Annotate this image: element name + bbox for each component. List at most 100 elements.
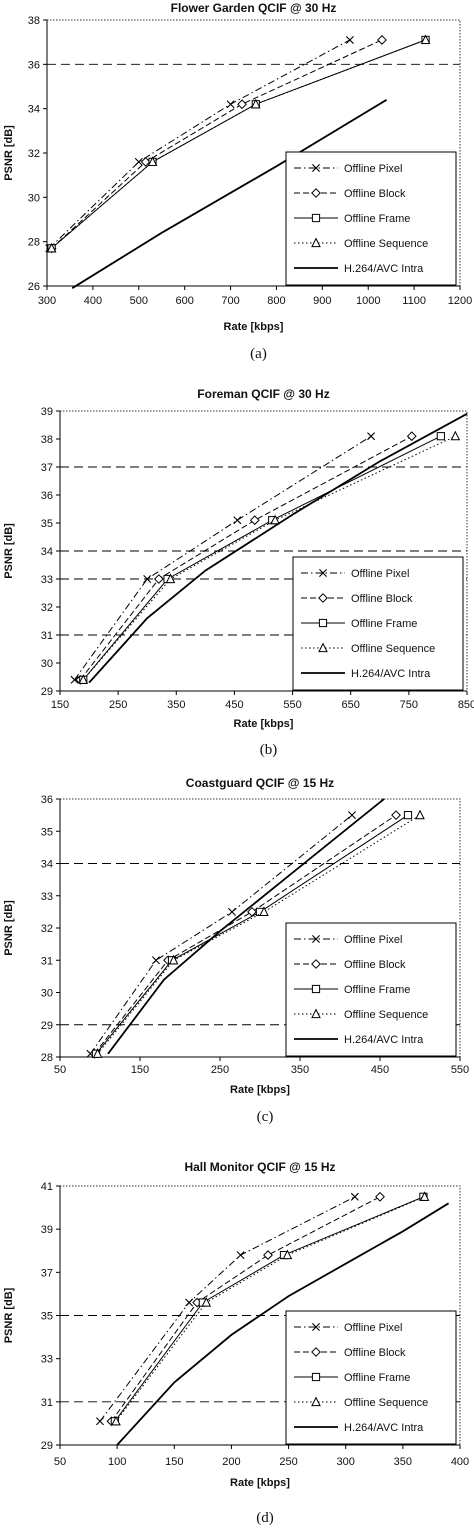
data-point-marker (226, 100, 235, 109)
y-tick-label: 29 (41, 1020, 53, 1032)
x-axis-label: Rate [kbps] (230, 1084, 290, 1096)
y-axis-label: PSNR [dB] (3, 1287, 15, 1343)
x-tick-label: 1100 (402, 295, 426, 307)
x-tick-label: 350 (291, 1064, 309, 1076)
y-tick-label: 38 (41, 434, 53, 446)
data-point-marker (375, 1191, 385, 1202)
data-point-marker (46, 242, 57, 253)
legend-entry-label: H.264/AVC Intra (344, 263, 424, 275)
data-point-marker (147, 156, 158, 166)
y-tick-label: 38 (28, 15, 40, 27)
series-line-1 (110, 1196, 381, 1422)
x-tick-label: 600 (175, 295, 193, 307)
y-tick-label: 37 (41, 1267, 53, 1279)
x-tick-label: 550 (283, 699, 301, 711)
data-point-marker (70, 675, 79, 684)
y-tick-label: 33 (41, 574, 53, 586)
y-tick-label: 39 (41, 406, 53, 418)
series-line-1 (51, 39, 383, 249)
x-tick-label: 200 (222, 1456, 240, 1468)
legend-marker (319, 569, 327, 577)
x-tick-label: 350 (394, 1456, 412, 1468)
chart-title: Hall Monitor QCIF @ 15 Hz (184, 1160, 335, 1174)
series-line-4 (107, 798, 385, 1055)
series-line-3 (97, 814, 421, 1055)
x-tick-label: 450 (225, 699, 243, 711)
chart-panel-0: Flower Garden QCIF @ 30 Hz 26 28 30 32 34 36 38… (3, 1, 472, 362)
chart-title: Flower Garden QCIF @ 30 Hz (171, 1, 337, 15)
plot-frame-dotted (60, 1185, 461, 1445)
y-tick-label: 37 (41, 462, 53, 474)
data-point-marker (134, 157, 143, 166)
legend-marker (311, 1347, 321, 1357)
y-tick-label: 36 (41, 490, 53, 502)
series-line-4 (116, 1202, 450, 1446)
data-point-marker (168, 954, 179, 965)
data-point-marker (250, 98, 261, 109)
y-tick-label: 33 (41, 891, 53, 903)
series-line-4 (88, 413, 468, 684)
series-line-3 (115, 1196, 425, 1422)
data-point-marker (143, 575, 152, 583)
data-point-marker (406, 431, 417, 442)
y-axis-label: PSNR [dB] (3, 125, 15, 181)
x-tick-label: 650 (342, 699, 360, 711)
data-point-marker (228, 907, 236, 916)
data-point-marker (152, 956, 160, 965)
legend-entry-label: Offline Block (351, 593, 413, 605)
chart-panel-2: Coastguard QCIF @ 15 Hz 28 29 30 31 32 33 34 35 3… (3, 776, 469, 1125)
y-tick-label: 36 (41, 794, 53, 806)
legend-entry-label: Offline Pixel (344, 1322, 403, 1334)
y-tick-label: 41 (41, 1181, 53, 1193)
x-tick-label: 750 (400, 699, 418, 711)
legend-entry-label: Offline Pixel (351, 568, 410, 580)
legend-entry-label: Offline Frame (351, 618, 417, 630)
legend-marker (318, 593, 328, 603)
data-point-marker (367, 432, 376, 441)
legend-entry-label: Offline Frame (344, 1372, 410, 1384)
y-tick-label: 33 (41, 1354, 53, 1366)
y-tick-label: 35 (41, 518, 53, 530)
y-tick-label: 34 (41, 859, 53, 871)
data-point-marker (236, 1251, 245, 1260)
plot-frame-dotted (60, 798, 461, 1057)
legend-entry-label: Offline Sequence (344, 1397, 428, 1409)
legend: Offline Pixel Offline Block Offline Frame O… (285, 922, 457, 1057)
x-tick-label: 250 (211, 1064, 229, 1076)
legend: Offline Pixel Offline Block Offline Frame O… (285, 151, 457, 286)
legend-entry-label: Offline Block (344, 959, 406, 971)
data-point-marker (249, 515, 260, 526)
y-tick-label: 28 (41, 1052, 53, 1064)
y-tick-label: 30 (41, 658, 53, 670)
data-point-marker (377, 35, 387, 45)
x-axis-label: Rate [kbps] (224, 321, 284, 333)
data-point-marker (96, 1417, 104, 1426)
legend-marker (312, 935, 320, 943)
y-tick-label: 32 (41, 923, 53, 935)
x-tick-label: 400 (84, 295, 102, 307)
y-tick-label: 31 (41, 1397, 53, 1409)
y-axis-label: PSNR [dB] (3, 900, 15, 956)
y-tick-label: 29 (41, 686, 53, 698)
data-point-marker (78, 674, 89, 684)
x-tick-label: 500 (130, 295, 148, 307)
series-line-2 (51, 39, 426, 249)
data-point-marker (415, 809, 425, 820)
legend-entry-label: Offline Frame (344, 984, 410, 996)
x-tick-label: 300 (38, 295, 56, 307)
data-point-marker (348, 811, 356, 820)
legend-marker (318, 618, 328, 628)
y-tick-label: 32 (41, 602, 53, 614)
legend-entry-label: H.264/AVC Intra (351, 668, 431, 680)
data-point-marker (350, 1192, 359, 1201)
y-tick-label: 35 (41, 1311, 53, 1323)
legend-marker (318, 642, 328, 653)
y-tick-label: 26 (28, 281, 40, 293)
series-line-0 (99, 1196, 356, 1422)
legend-marker (311, 984, 321, 994)
figure-caption: (c) (257, 1109, 274, 1125)
legend-entry-label: Offline Sequence (351, 643, 435, 655)
legend-marker (311, 1396, 321, 1407)
x-tick-label: 150 (51, 699, 69, 711)
